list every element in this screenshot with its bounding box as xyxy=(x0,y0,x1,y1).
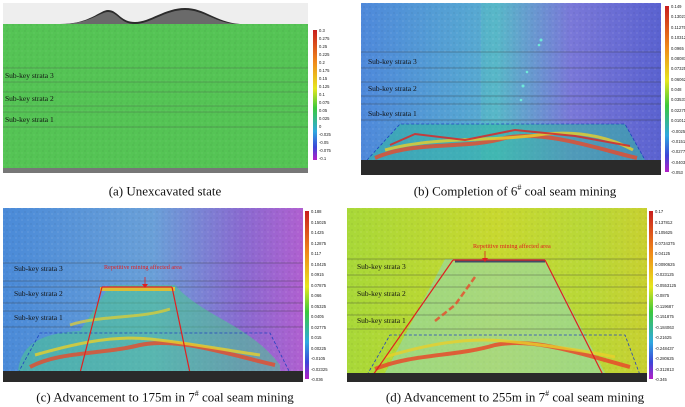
colorbar-tick: 0.035375 xyxy=(671,97,685,103)
colorbar-tick: 0.0965 xyxy=(671,45,684,51)
colorbar-tick: -0.023125 xyxy=(655,272,674,277)
colorbar-tick: -0.015125 xyxy=(671,138,685,144)
colorbar-tick: 0 xyxy=(319,124,322,129)
colorbar-tick: -0.025 xyxy=(319,132,331,137)
panel-seam7-255m: Sub-key strata 3 Sub-key strata 2 Sub-ke… xyxy=(345,205,685,407)
colorbar-tick: -0.02325 xyxy=(311,366,328,372)
colorbar-tick: -0.1 xyxy=(319,156,327,161)
colorbar-tick: 0.05 xyxy=(319,108,328,113)
strain-field-image xyxy=(347,208,653,382)
caption: (b) Completion of 6# coal seam mining xyxy=(413,183,617,199)
stratum-label-1: Sub-key strata 1 xyxy=(368,109,417,118)
colorbar-tick: 0.025 xyxy=(319,116,330,121)
colorbar-tick: -0.05 xyxy=(319,140,329,145)
colorbar-tick: 0.12875 xyxy=(311,240,327,246)
caption: (a) Unexcavated state xyxy=(108,183,222,199)
colorbar-tick: -0.345 xyxy=(655,377,667,382)
stratum-label-1: Sub-key strata 1 xyxy=(14,313,63,322)
stratum-label-1: Sub-key strata 1 xyxy=(357,316,406,325)
colorbar-tick: 0.0090625 xyxy=(655,261,675,267)
colorbar-tick: -0.053 xyxy=(671,170,683,175)
colorbar-tick: 0.15 xyxy=(319,76,328,81)
colorbar-tick: 0.00225 xyxy=(311,345,327,351)
colorbar-tick: 0.066 xyxy=(311,293,322,298)
stratum-label-2: Sub-key strata 2 xyxy=(5,94,54,103)
colorbar-tick: 0.07325 xyxy=(671,66,685,72)
colorbar-tick: 0.117 xyxy=(311,251,322,256)
colorbar-tick: 0.149 xyxy=(671,4,682,9)
stratum-label-1: Sub-key strata 1 xyxy=(5,115,54,124)
colorbar-tick: 0.130275 xyxy=(671,14,685,20)
colorbar-tick: -0.280625 xyxy=(655,356,674,361)
colorbar-tick: 0.15025 xyxy=(311,219,327,225)
strain-field-image xyxy=(361,3,669,175)
colorbar-tick: 0.05325 xyxy=(311,303,327,309)
colorbar-tick: 0.048 xyxy=(671,87,682,92)
stratum-label-3: Sub-key strata 3 xyxy=(357,262,406,271)
colorbar-tick: -0.0875 xyxy=(655,293,670,298)
colorbar-tick: 0.125 xyxy=(319,84,330,89)
colorbar-tick: -0.248437 xyxy=(655,345,674,351)
colorbar-tick: 0.175 xyxy=(319,68,330,73)
stratum-label-3: Sub-key strata 3 xyxy=(5,71,54,80)
panel-seam7-175m: Repetitive mining affected area Sub-key … xyxy=(0,205,330,407)
stratum-label-3: Sub-key strata 3 xyxy=(368,57,417,66)
colorbar-tick: 0.04125 xyxy=(655,251,671,256)
colorbar-tick: 0.015 xyxy=(311,335,322,340)
colorbar-tick: 0.188 xyxy=(311,209,322,214)
panel-unexcavated: Sub-key strata 3 Sub-key strata 2 Sub-ke… xyxy=(0,0,331,205)
colorbar-tick: -0.02775 xyxy=(671,149,685,155)
colorbar-tick: 0.010125 xyxy=(671,118,685,124)
colorbar-tick: 0.137812 xyxy=(655,219,673,225)
colorbar-tick: 0.0405 xyxy=(311,314,324,319)
colorbar-tick: -0.075 xyxy=(319,148,331,153)
repetitive-mining-annotation-d: Repetitive mining affected area xyxy=(473,243,551,250)
colorbar-tick: 0.225 xyxy=(319,52,330,57)
colorbar-tick: -0.312813 xyxy=(655,366,674,372)
stratum-label-3: Sub-key strata 3 xyxy=(14,264,63,273)
colorbar-tick: 0.0915 xyxy=(311,272,324,277)
colorbar-tick: 0.080875 xyxy=(671,55,685,61)
colorbar-tick: 0.0734375 xyxy=(655,240,675,246)
colorbar-tick: 0.11275 xyxy=(671,24,685,30)
colorbar-tick: 0.17 xyxy=(655,209,664,214)
colorbar-tick: -0.040375 xyxy=(671,159,685,165)
colorbar-tick: -0.119687 xyxy=(655,303,674,309)
colorbar-tick: 0.1425 xyxy=(311,230,324,235)
colorbar-tick: 0.25 xyxy=(319,44,328,49)
colorbar-tick: 0.3 xyxy=(319,28,325,33)
strain-field-image xyxy=(3,208,309,382)
caption: (c) Advancement to 175m in 7# coal seam … xyxy=(36,389,294,405)
caption: (d) Advancement to 255m in 7# coal seam … xyxy=(385,389,645,405)
colorbar-tick: -0.151875 xyxy=(655,314,674,319)
colorbar-tick: 0.02275 xyxy=(671,107,685,113)
colorbar-tick: 0.060625 xyxy=(671,76,685,82)
colorbar-tick: 0.075 xyxy=(319,100,330,105)
colorbar-tick: 0.2 xyxy=(319,60,325,65)
colorbar-tick: 0.1 xyxy=(319,92,325,97)
stratum-label-2: Sub-key strata 2 xyxy=(14,289,63,298)
panel-seam6-complete: Sub-key strata 3 Sub-key strata 2 Sub-ke… xyxy=(345,0,685,205)
colorbar-tick: -0.036 xyxy=(311,377,323,382)
colorbar-tick: 0.07875 xyxy=(311,282,327,288)
colorbar-tick: 0.10425 xyxy=(311,261,327,267)
stratum-label-2: Sub-key strata 2 xyxy=(357,289,406,298)
colorbar-tick: -0.0025 xyxy=(671,128,685,134)
colorbar-tick: -0.184063 xyxy=(655,324,674,330)
colorbar-tick: 0.105625 xyxy=(655,230,673,235)
stratum-label-2: Sub-key strata 2 xyxy=(368,84,417,93)
colorbar-tick: -0.0553125 xyxy=(655,282,677,288)
colorbar-tick: 0.275 xyxy=(319,36,330,41)
colorbar-tick: -0.21625 xyxy=(655,335,672,340)
repetitive-mining-annotation: Repetitive mining affected area xyxy=(104,264,182,271)
colorbar-tick: 0.103125 xyxy=(671,35,685,41)
colorbar-tick: -0.0105 xyxy=(311,356,326,361)
colorbar-tick: 0.02775 xyxy=(311,324,327,330)
strain-field-image xyxy=(3,3,317,173)
